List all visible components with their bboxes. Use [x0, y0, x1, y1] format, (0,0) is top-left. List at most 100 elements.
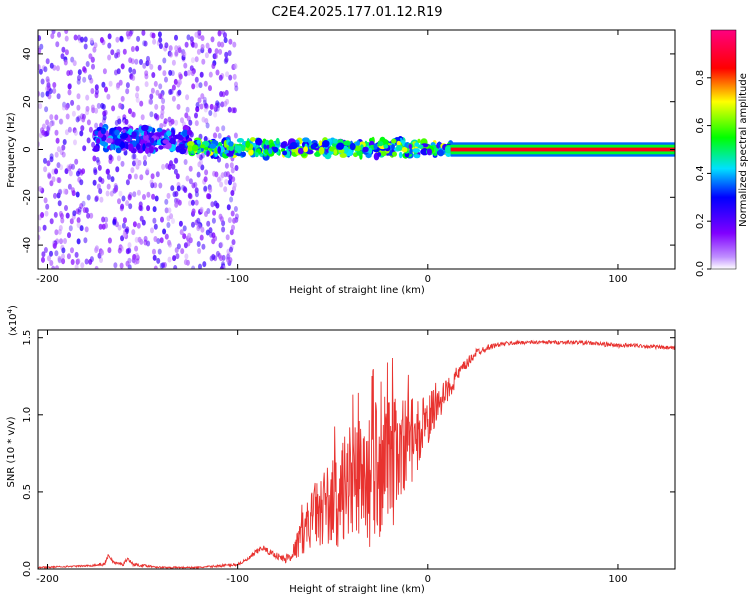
spectrogram-cell [120, 203, 125, 210]
spectrogram-cell [191, 221, 195, 228]
spectrogram-cell [121, 195, 126, 202]
spectrogram-cell [409, 148, 413, 155]
spectrogram-cell [229, 229, 234, 236]
spectrogram-cell [205, 229, 210, 236]
spectrogram-cell [219, 266, 224, 269]
spectrogram-cell [57, 177, 62, 184]
x-tick-label: 100 [608, 274, 627, 285]
spectrogram-cell [228, 38, 233, 45]
spectrogram-cell [186, 129, 193, 136]
spectrogram-cell [229, 162, 234, 169]
spectrogram-cell [139, 100, 144, 107]
spectrogram-cell [70, 99, 75, 106]
spectrogram-cell [263, 144, 267, 150]
spectrogram-cell [224, 89, 229, 96]
spectrogram-cell [208, 186, 213, 193]
spectrogram-cell [47, 172, 52, 179]
spectrogram-cell [132, 191, 137, 198]
spectrogram-cell [94, 196, 99, 203]
spectrogram-cell [229, 246, 233, 253]
spectrogram-cell [86, 119, 91, 126]
spectrogram-cell [150, 182, 155, 189]
spectrogram-cell [207, 47, 212, 54]
spectrogram-cell [107, 33, 112, 40]
spectrogram-cell [197, 223, 202, 230]
spectrogram-cell [57, 255, 62, 262]
spectrogram-cell [115, 147, 122, 154]
spectrogram-cell [199, 71, 204, 78]
spectrogram-cell [143, 40, 148, 47]
spectrogram-cell [219, 181, 224, 188]
spectrogram-cell [43, 157, 47, 164]
spectrogram-cell [166, 192, 171, 199]
spectrogram-cell [131, 131, 137, 138]
spectrogram-cell [178, 73, 183, 80]
spectrogram-cell [58, 210, 63, 217]
spectrogram-cell [166, 130, 172, 137]
spectrogram-cell [199, 206, 204, 213]
spectrogram-cell [187, 232, 192, 239]
spectrogram-cell [175, 253, 180, 260]
spectrogram-cell [71, 163, 75, 170]
spectrogram-cell [101, 103, 106, 110]
spectrogram-cell [318, 140, 323, 147]
spectrogram-cell [223, 100, 228, 107]
spectrogram-cell [392, 151, 397, 157]
spectrogram-cell [52, 242, 57, 249]
spectrogram-cell [162, 262, 167, 268]
spectrogram-cell [104, 86, 108, 93]
spectrogram-cell [143, 239, 148, 246]
spectrogram-cell [104, 216, 109, 223]
spectrogram-cell [120, 63, 125, 70]
spectrogram-cell [250, 137, 256, 142]
spectrogram-cell [46, 78, 51, 85]
spectrogram-cell [332, 138, 339, 144]
spectrogram-cell [59, 238, 63, 245]
spectrogram-cell [180, 117, 184, 124]
spectrogram-cell [219, 255, 223, 262]
spectrogram-cell [197, 248, 202, 254]
spectrogram-cell [171, 163, 176, 170]
spectrogram-cell [149, 63, 154, 70]
spectrogram-cell [185, 106, 190, 113]
spectrogram-cell [310, 143, 316, 150]
spectrogram-cell [110, 143, 114, 151]
spectrogram-cell [125, 143, 129, 150]
spectrogram-cell [191, 265, 196, 269]
spectrogram-cell [125, 260, 130, 267]
spectrogram-cell [194, 187, 199, 194]
spectrogram-cell [420, 148, 429, 156]
spectrogram-cell [84, 258, 89, 265]
spectrogram-cell [336, 142, 344, 150]
spectrogram-cell [98, 188, 103, 195]
spectrogram-cell [56, 146, 61, 153]
spectrogram-cell [173, 78, 178, 85]
spectrogram-cell [231, 176, 236, 183]
colorbar-tick-label: 0.2 [695, 213, 706, 229]
spectrogram-cell [132, 153, 137, 160]
spectrogram-cell [61, 247, 66, 254]
spectrogram-cell [152, 206, 157, 213]
spectrogram-cell [46, 160, 51, 167]
spectrogram-cell [56, 93, 61, 100]
spectrogram-cell [176, 103, 181, 110]
spectrogram-cell [39, 43, 44, 50]
spectrogram-cell [113, 186, 118, 193]
spectrogram-cell [149, 179, 154, 186]
spectrogram-cell [115, 36, 120, 43]
spectrogram-cell [228, 257, 233, 263]
spectrogram-cell [209, 103, 214, 110]
spectrogram-cell [128, 57, 133, 64]
spectrogram-cell [167, 164, 172, 171]
spectrogram-cell [228, 141, 234, 147]
snr-y-axis-label: SNR (10 * v/v) [6, 416, 17, 487]
spectrogram-cell [131, 229, 136, 236]
spectrogram-cell [164, 198, 169, 205]
spectrogram-cell [318, 146, 325, 155]
spectrogram-cell [333, 149, 338, 156]
spectrogram-cell [68, 170, 73, 177]
spectrogram-cell [196, 139, 201, 145]
spectrogram-cell [153, 80, 158, 87]
spectrogram-cell [213, 53, 218, 60]
spectrogram-cell [150, 227, 154, 234]
